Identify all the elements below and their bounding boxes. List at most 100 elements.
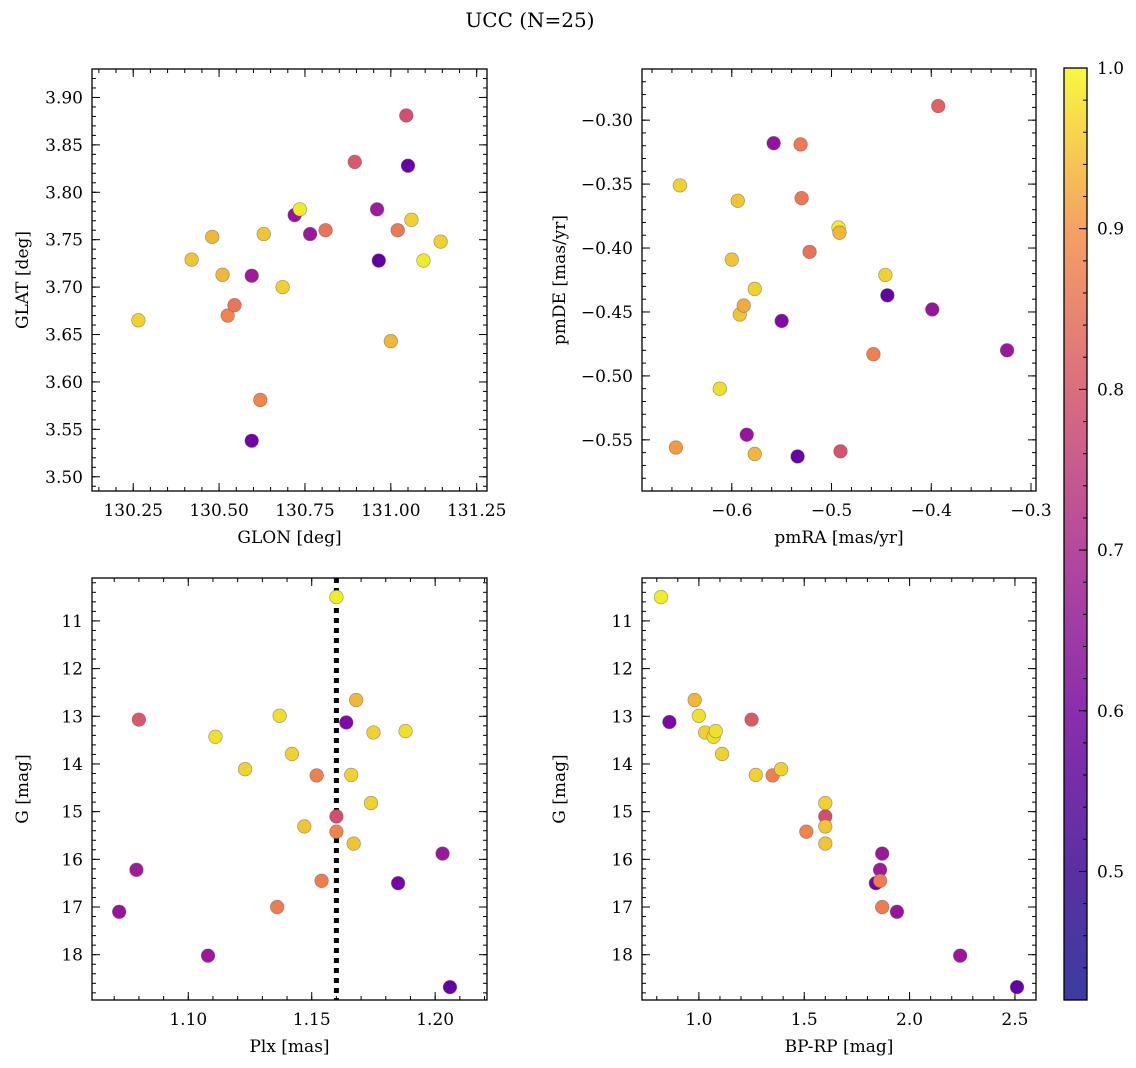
data-point [371, 253, 386, 268]
data-point [875, 846, 890, 861]
data-point [297, 819, 312, 834]
y-tick-label: 15 [611, 803, 633, 823]
y-tick-label: 13 [61, 707, 83, 727]
x-tick-label: 1.0 [685, 1010, 712, 1030]
axes-frame [91, 68, 488, 492]
y-axis-label: GLAT [deg] [13, 231, 33, 329]
data-point [1009, 979, 1025, 995]
subplot-grid: 130.25 130.50 130.75 131.00 131.25 3.50 3.55 3.… [13, 68, 1052, 1057]
y-tick-label: 12 [611, 660, 633, 680]
data-point [400, 158, 416, 173]
colorbar-tick-label: 0.6 [1097, 702, 1124, 722]
data-point [662, 714, 677, 730]
x-tick-label: −0.4 [911, 501, 952, 521]
x-tick-label: 1.10 [169, 1010, 207, 1030]
data-point [363, 795, 379, 811]
data-point [208, 729, 223, 744]
y-tick-label: 3.55 [45, 420, 83, 440]
data-point [292, 202, 307, 217]
y-tick-label: 16 [61, 850, 83, 870]
data-point [878, 267, 893, 283]
colorbar-tick-label: 0.9 [1097, 220, 1124, 240]
x-tick-label: 1.5 [791, 1010, 818, 1030]
y-axis-label: G [mag] [13, 754, 33, 823]
data-point [442, 979, 458, 995]
y-tick-label: −0.45 [581, 303, 633, 323]
data-point [687, 692, 702, 708]
data-point [390, 223, 405, 238]
x-tick-label: 1.20 [416, 1010, 454, 1030]
y-tick-label: 11 [61, 612, 83, 632]
data-point [256, 226, 271, 242]
data-point [790, 449, 805, 464]
data-point [309, 768, 324, 783]
data-point [818, 836, 833, 851]
data-point [999, 343, 1015, 358]
data-point [302, 226, 318, 242]
data-point [866, 347, 881, 362]
data-point [433, 234, 448, 249]
figure-title: UCC (N=25) [465, 8, 594, 32]
data-point [739, 427, 754, 442]
data-point [339, 715, 354, 730]
data-point [329, 824, 344, 839]
data-point [668, 440, 684, 455]
y-tick-label: 17 [61, 898, 83, 918]
y-tick-label: 14 [61, 755, 83, 775]
data-point [730, 193, 745, 208]
x-tick-label: 2.5 [1001, 1010, 1028, 1030]
data-point [346, 836, 361, 851]
data-point [747, 281, 762, 297]
x-tick-label: −0.3 [1010, 501, 1051, 521]
data-point [329, 809, 344, 824]
data-point [880, 288, 895, 303]
data-point [220, 308, 235, 323]
data-point [818, 819, 833, 834]
data-point [398, 723, 413, 739]
data-point [875, 899, 890, 915]
x-tick-label: 2.0 [896, 1010, 923, 1030]
y-tick-label: 12 [61, 660, 83, 680]
data-point [794, 191, 809, 206]
data-point [744, 712, 759, 727]
colorbar: 0.5 0.6 0.7 0.8 0.9 1.0 [1063, 59, 1124, 1001]
data-point [872, 873, 888, 888]
y-tick-label: −0.55 [581, 431, 633, 451]
data-point [318, 223, 333, 238]
y-tick-label: 3.75 [45, 231, 83, 251]
data-point [708, 723, 723, 739]
y-tick-label: 14 [611, 755, 633, 775]
data-point [672, 178, 688, 193]
panel-glon-glat: 130.25 130.50 130.75 131.00 131.25 3.50 3.55 3.… [13, 68, 506, 548]
y-tick-label: 16 [611, 850, 633, 870]
y-tick-label: 18 [611, 946, 633, 966]
data-point [383, 334, 398, 349]
panel-pmra-pmde: −0.6 −0.5 −0.4 −0.3 −0.55 −0.50 −0.45 −0.40 −0.3… [550, 68, 1052, 548]
data-point [793, 137, 808, 152]
colorbar-gradient [1064, 68, 1087, 1000]
data-point [200, 948, 216, 963]
data-point [736, 298, 751, 313]
data-point [129, 862, 144, 877]
data-point [724, 252, 739, 267]
data-point [369, 202, 385, 217]
data-point [404, 212, 419, 227]
x-tick-label: −0.6 [711, 501, 752, 521]
data-point [253, 392, 268, 408]
data-point [653, 589, 669, 605]
data-point [712, 381, 727, 396]
data-point [244, 268, 259, 283]
data-point [925, 302, 940, 317]
data-point [131, 313, 146, 328]
panel-bprp-g: 1.0 1.5 2.0 2.5 11 12 13 14 15 16 17 18 BP-RP [mag] G… [550, 577, 1037, 1057]
axes-frame [641, 68, 1037, 492]
data-point [275, 279, 290, 295]
x-tick-label: 130.25 [103, 501, 162, 521]
data-point [237, 762, 253, 777]
y-tick-label: −0.40 [581, 239, 633, 259]
y-axis-label: G [mag] [550, 754, 570, 823]
y-tick-label: 11 [611, 612, 633, 632]
y-tick-label: 18 [61, 946, 83, 966]
data-point [215, 267, 230, 282]
